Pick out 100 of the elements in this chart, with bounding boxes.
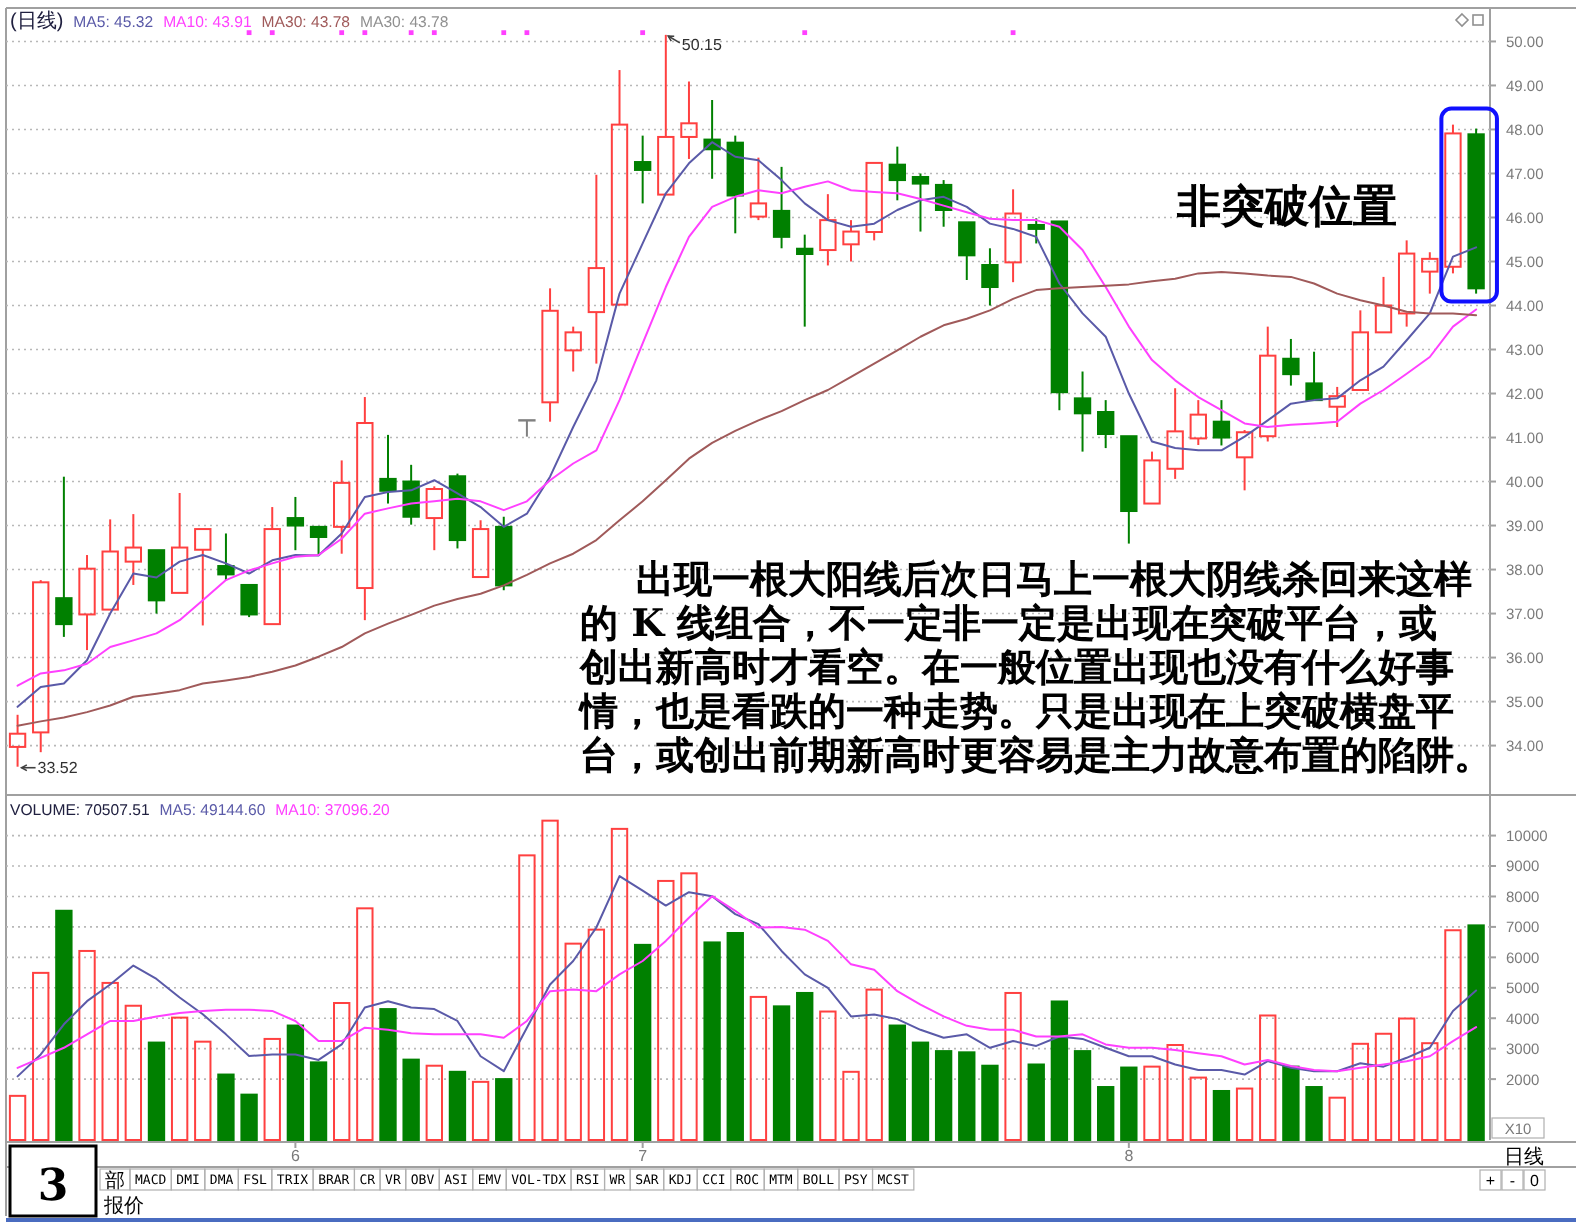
bar [796, 991, 814, 1141]
bar [1397, 1017, 1416, 1141]
bar [240, 1093, 258, 1141]
bar [78, 949, 96, 1141]
bar [495, 1078, 513, 1141]
bar [1004, 991, 1022, 1141]
bar [1097, 1086, 1115, 1141]
bar [911, 1041, 930, 1141]
bar [888, 1024, 907, 1141]
bar [448, 1070, 467, 1141]
candlestick [356, 396, 374, 622]
bar [217, 1073, 235, 1141]
candlestick [333, 459, 351, 555]
annotation: 出现一根大阳线后次日马上一根大阴线杀回来这样的 K 线组合，不一定非一定是出现在突破平台，或创出新高时才看空。在一般位置出现也没有什么好事情，也是看跌的一种走势。只是出现在上突破横盘平台，或创出前期新高时更容易是主力故意布置的陷阱。 [578, 558, 1492, 778]
candlestick [1120, 435, 1138, 545]
candlestick [8, 713, 27, 768]
candlestick [1397, 239, 1416, 328]
candlestick [633, 134, 652, 205]
bar [1282, 1065, 1300, 1141]
bar [471, 1080, 490, 1141]
candlestick [981, 247, 999, 307]
bar [1305, 1086, 1323, 1141]
candlestick [680, 80, 698, 160]
candlestick [1097, 399, 1115, 450]
bar [819, 1010, 837, 1141]
bar [147, 1041, 166, 1141]
candlestick [147, 549, 166, 615]
bar [425, 1064, 443, 1141]
bar [170, 1016, 189, 1141]
bar [309, 1061, 328, 1141]
bar [1189, 1076, 1207, 1141]
candlestick [101, 518, 119, 611]
x-tick-label: 7 [638, 1147, 649, 1165]
candlestick [286, 495, 305, 552]
bar [101, 981, 119, 1141]
x-tick-label: 6 [290, 1147, 301, 1165]
candlestick [170, 491, 189, 594]
bar [1073, 1050, 1092, 1141]
chart-title: (日线) [10, 9, 64, 33]
candlestick [1305, 350, 1323, 402]
candlestick [124, 513, 143, 586]
bar [286, 1024, 305, 1141]
candlestick [1073, 370, 1092, 453]
bar [518, 854, 536, 1141]
candlestick [1351, 309, 1370, 391]
candlestick [263, 506, 281, 626]
annotation: 非突破位置 [1175, 181, 1398, 234]
bar [981, 1064, 999, 1141]
bar [194, 1040, 212, 1141]
candlestick [1166, 387, 1184, 480]
bar [379, 1008, 397, 1141]
line-series [16, 271, 1478, 727]
bar [564, 942, 582, 1141]
bar [1467, 924, 1485, 1141]
bar [1351, 1042, 1370, 1141]
candlestick [587, 173, 606, 365]
bar [1374, 1032, 1393, 1141]
bar [587, 928, 606, 1141]
bar [1143, 1065, 1161, 1141]
bar [1050, 1000, 1069, 1141]
bar [934, 1050, 953, 1141]
candlestick [1004, 188, 1022, 284]
text: 报价 [102, 1194, 144, 1218]
bar [356, 907, 374, 1141]
bar [1235, 1087, 1254, 1141]
bar [726, 931, 744, 1141]
bar [1328, 1096, 1346, 1141]
candlestick [1282, 337, 1300, 387]
candlestick [888, 145, 907, 202]
text: 部 [105, 1169, 125, 1193]
candlestick [309, 525, 328, 557]
candlestick [1421, 251, 1439, 295]
bar [749, 995, 768, 1141]
bar [842, 1070, 860, 1141]
bar [1027, 1063, 1045, 1141]
annotation: 50.15 [681, 35, 723, 54]
text: 日线 [1504, 1145, 1544, 1169]
candlestick [1050, 220, 1069, 412]
bar [703, 941, 721, 1141]
candlestick [1374, 275, 1393, 334]
bar [263, 1037, 281, 1141]
bar [680, 872, 698, 1141]
bar [124, 1004, 143, 1141]
bar [657, 879, 675, 1141]
text: 3 [37, 1160, 69, 1212]
bar [333, 1002, 351, 1141]
candlestick [517, 419, 537, 438]
bar [633, 943, 652, 1141]
bar [1259, 1014, 1277, 1141]
candlestick [1189, 399, 1207, 447]
bar [1421, 1042, 1439, 1141]
bar [610, 827, 629, 1141]
bar [865, 988, 883, 1141]
bar [541, 819, 559, 1141]
candlestick [541, 287, 559, 423]
bar [958, 1051, 976, 1141]
bar [8, 1094, 27, 1141]
bar [772, 1005, 791, 1141]
text: - [1509, 1171, 1516, 1190]
bar [1212, 1089, 1231, 1141]
